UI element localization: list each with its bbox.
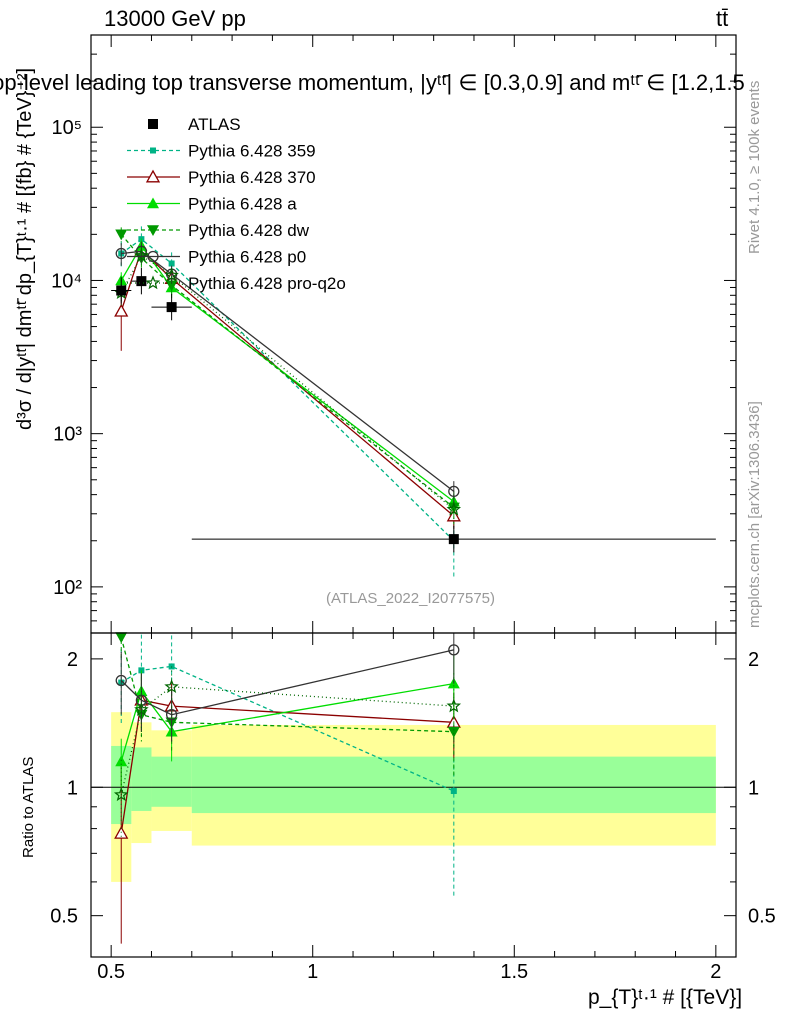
legend-entry-4: Pythia 6.428 dw [127, 221, 310, 240]
series-layer [113, 226, 462, 944]
series-line-5 [120, 254, 455, 511]
ratio-line-2 [120, 682, 454, 762]
series-line-3 [120, 233, 455, 508]
ratio-band-inner-2 [151, 756, 192, 807]
mcplots-label: mcplots.cern.ch [arXiv:1306.3436] [746, 401, 763, 628]
energy-label: 13000 GeV pp [104, 6, 246, 31]
y-axis-label: d³σ / d|yᵗᵗ̄| dmᵗᵗ̄ dp_{T}ᵗ·¹ # [{fb} # … [14, 67, 36, 430]
ratio-tick-label-left-2: 2 [67, 649, 78, 671]
legend-marker-3 [147, 197, 159, 209]
rivet-version-label: Rivet 4.1.0, ≥ 100k events [746, 80, 763, 254]
legend-label-0: ATLAS [188, 115, 241, 134]
series-line-2 [120, 244, 455, 503]
x-tick-label-3: 2 [710, 961, 721, 983]
atlas-point-2 [166, 302, 177, 313]
ratio-tick-label-left-0: 0.5 [50, 906, 78, 928]
series-point-1-0 [114, 303, 129, 317]
analysis-watermark: (ATLAS_2022_I2077575) [326, 590, 496, 607]
ratio-line-1 [120, 699, 454, 834]
legend-marker-2 [145, 169, 161, 183]
series-point-5-1 [134, 248, 149, 262]
y-tick-label-top-0: 10² [53, 577, 82, 599]
legend-entry-3: Pythia 6.428 a [127, 195, 297, 214]
x-tick-label-0: 0.5 [97, 961, 125, 983]
series-line-0 [120, 238, 455, 542]
process-label: tt̄ [716, 6, 729, 31]
ratio-point-5-0 [113, 787, 129, 802]
series-point-3-3 [447, 502, 460, 514]
ratio-uncertainty-bands [91, 712, 736, 882]
series-point-3-2 [165, 280, 178, 292]
series-point-0-2 [168, 260, 175, 267]
legend-label-4: Pythia 6.428 dw [188, 221, 310, 240]
atlas-point-0 [116, 285, 127, 296]
ratio-tick-label-right-0: 0.5 [748, 906, 776, 928]
legend-marker-1 [150, 147, 156, 154]
ratio-panel-frame [90, 632, 737, 958]
ratio-tick-label-right-2: 2 [748, 649, 759, 671]
legend-entry-1: Pythia 6.428 359 [127, 142, 316, 161]
ratio-tick-label-right-1: 1 [748, 777, 759, 799]
y-tick-label-top-3: 10⁵ [51, 117, 82, 139]
atlas-data-layer [111, 267, 716, 553]
legend-marker-5 [147, 250, 159, 263]
plot-title: top-level leading top transverse momentu… [0, 70, 745, 95]
legend-label-3: Pythia 6.428 a [188, 195, 297, 214]
ratio-point-5-2 [164, 679, 179, 694]
ratio-band-inner-1 [131, 747, 152, 811]
ratio-point-5-1 [134, 702, 149, 716]
series-line-1 [120, 248, 455, 517]
ratio-point-4-3 [448, 644, 460, 656]
ratio-line-0 [120, 665, 455, 792]
x-axis-label: p_{T}ᵗ·¹ # [{TeV}] [588, 986, 743, 1009]
legend-marker-4 [147, 225, 159, 236]
ratio-point-5-3 [446, 698, 462, 713]
ratio-point-4-0 [115, 674, 127, 687]
legend: ATLAS Pythia 6.428 359 Pythia 6.428 370 Pyt… [127, 115, 346, 293]
ratio-point-2-0 [115, 755, 128, 767]
legend-marker-6 [145, 275, 161, 290]
ratio-line-3 [120, 636, 454, 733]
legend-label-5: Pythia 6.428 p0 [188, 248, 306, 267]
ratio-axis-label: Ratio to ATLAS [20, 756, 37, 858]
y-tick-label-top-2: 10⁴ [51, 270, 82, 292]
series-point-3-0 [115, 229, 128, 241]
legend-entry-0: ATLAS [148, 115, 241, 134]
legend-entry-5: Pythia 6.428 p0 [127, 248, 306, 267]
series-line-4 [121, 250, 455, 492]
x-tick-label-2: 1.5 [500, 961, 528, 983]
series-point-4-0 [115, 247, 127, 260]
y-tick-label-top-1: 10³ [53, 424, 82, 446]
ratio-tick-label-left-1: 1 [67, 777, 78, 799]
series-point-5-3 [446, 501, 462, 516]
legend-entry-2: Pythia 6.428 370 [127, 168, 316, 187]
x-tick-label-1: 1 [307, 961, 318, 983]
legend-label-1: Pythia 6.428 359 [188, 142, 316, 161]
series-point-4-3 [448, 485, 460, 498]
legend-marker-0 [148, 119, 158, 129]
plot-frames [90, 34, 737, 958]
axis-ticks: 0.5 1 1.5 2 10² 10³ 10⁴ 10⁵ 0.5 0.5 1 1 2 2 [50, 34, 776, 983]
legend-entry-6: Pythia 6.428 pro-q2o [127, 274, 346, 293]
atlas-point-3 [448, 534, 459, 545]
ratio-point-0-3 [450, 788, 457, 795]
ratio-point-3-0 [115, 632, 128, 644]
series-point-5-2 [164, 267, 179, 282]
atlas-point-1 [136, 276, 147, 287]
legend-label-2: Pythia 6.428 370 [188, 168, 316, 187]
series-5 [113, 247, 462, 839]
legend-label-6: Pythia 6.428 pro-q2o [188, 274, 346, 293]
ratio-line-4 [120, 649, 454, 716]
ratio-point-3-3 [447, 726, 460, 738]
ratio-point-4-2 [165, 709, 178, 721]
